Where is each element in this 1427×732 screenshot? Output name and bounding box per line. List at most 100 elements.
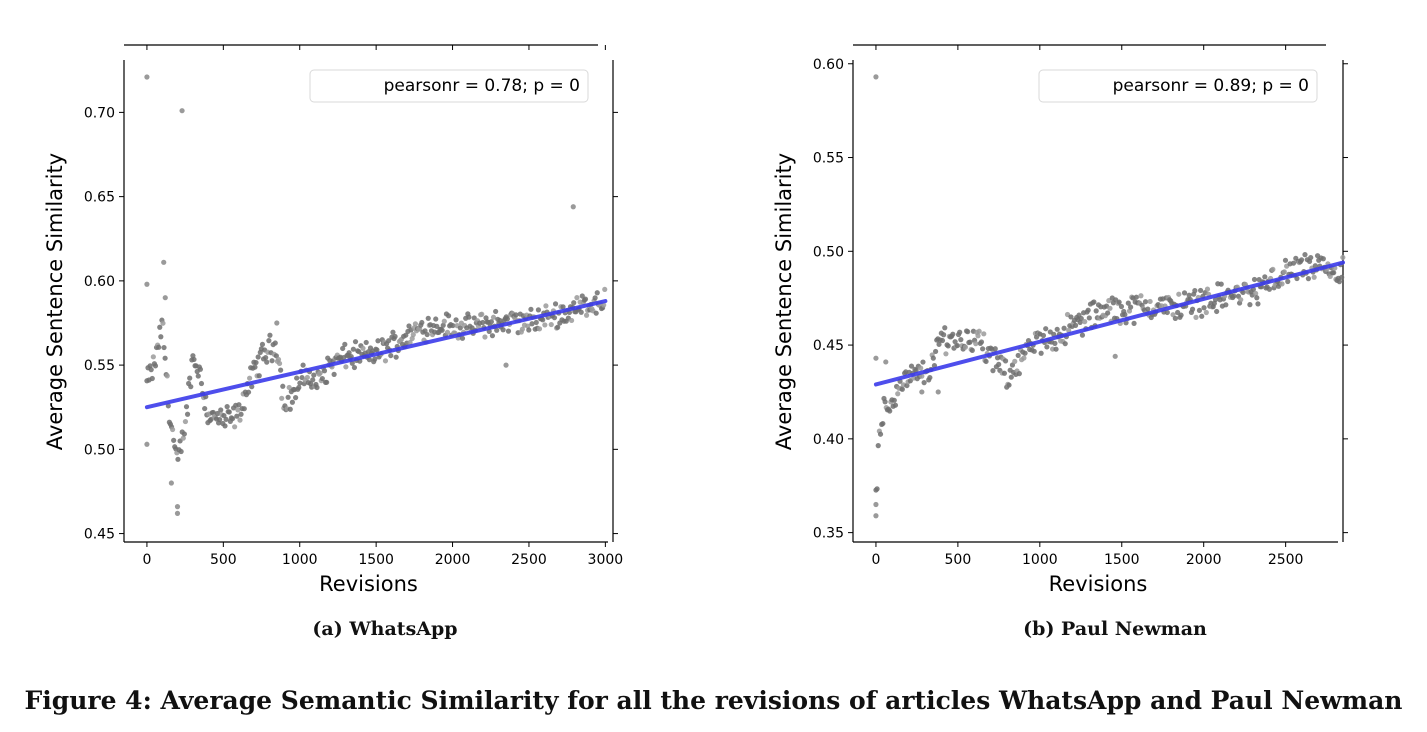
data-point bbox=[1197, 287, 1204, 294]
data-point bbox=[439, 327, 445, 333]
data-point bbox=[241, 406, 247, 412]
data-point bbox=[1203, 309, 1209, 316]
data-point bbox=[1062, 341, 1068, 347]
data-point bbox=[1266, 286, 1273, 292]
data-point bbox=[351, 364, 358, 371]
data-point bbox=[1125, 300, 1131, 306]
data-point bbox=[264, 359, 270, 365]
x-tick-label: 500 bbox=[945, 552, 972, 568]
data-point bbox=[433, 316, 439, 322]
x-tick-label: 2000 bbox=[1186, 552, 1222, 568]
data-point bbox=[1031, 348, 1037, 354]
data-point bbox=[973, 341, 979, 347]
data-point bbox=[880, 420, 886, 427]
data-point bbox=[382, 358, 389, 364]
data-point bbox=[930, 355, 936, 361]
data-point bbox=[533, 319, 539, 326]
data-point bbox=[978, 339, 985, 345]
data-point bbox=[1339, 274, 1345, 280]
data-point bbox=[175, 456, 181, 462]
data-point bbox=[366, 357, 373, 363]
legend-box bbox=[309, 69, 589, 103]
data-point bbox=[578, 309, 584, 315]
data-point bbox=[363, 339, 369, 346]
data-point bbox=[895, 391, 901, 397]
data-point bbox=[535, 307, 542, 313]
x-axis-label: Revisions bbox=[1049, 572, 1148, 596]
regression-line bbox=[144, 299, 608, 410]
y-tick-label: 0.60 bbox=[813, 57, 844, 73]
data-point bbox=[279, 395, 285, 401]
y-tick-label: 0.35 bbox=[813, 526, 844, 542]
data-point bbox=[552, 301, 559, 307]
data-point bbox=[504, 316, 511, 322]
data-point-outlier bbox=[873, 501, 879, 508]
data-point-outlier bbox=[883, 359, 889, 365]
data-point bbox=[197, 366, 204, 372]
data-point bbox=[1147, 298, 1153, 305]
data-point bbox=[278, 367, 284, 373]
data-point bbox=[952, 339, 958, 345]
data-point bbox=[540, 317, 546, 323]
data-point bbox=[1262, 274, 1268, 280]
data-point bbox=[954, 342, 960, 349]
y-tick-label: 0.55 bbox=[813, 151, 844, 167]
data-point bbox=[1231, 293, 1237, 299]
data-point bbox=[222, 423, 228, 429]
figure-canvas: 0.45 0.50 0.55 0.60 0.65 0.70 0 500 1000 1500 2000… bbox=[43, 44, 1348, 596]
x-tick-label: 1000 bbox=[1022, 552, 1058, 568]
chart-paul-newman: 0.35 0.40 0.45 0.50 0.55 0.60 0 500 1000 1500 2000… bbox=[772, 44, 1348, 596]
data-point bbox=[184, 411, 191, 417]
data-point bbox=[249, 384, 255, 390]
data-point bbox=[548, 321, 554, 328]
x-tick-label: 1000 bbox=[282, 552, 318, 568]
data-point bbox=[1192, 288, 1198, 294]
data-point bbox=[1238, 297, 1244, 303]
x-tick-label: 1500 bbox=[1104, 552, 1140, 568]
data-point bbox=[891, 397, 897, 403]
data-point bbox=[1015, 352, 1021, 359]
data-point bbox=[1204, 286, 1211, 292]
data-point bbox=[164, 373, 170, 379]
data-point bbox=[489, 333, 496, 339]
data-point bbox=[191, 356, 197, 363]
data-point bbox=[494, 327, 500, 333]
data-point bbox=[149, 375, 155, 382]
data-point bbox=[513, 312, 519, 318]
y-tick-label: 0.50 bbox=[813, 244, 844, 260]
data-point bbox=[450, 322, 456, 329]
data-point bbox=[226, 409, 232, 415]
data-point bbox=[182, 418, 189, 425]
data-point bbox=[393, 354, 399, 360]
x-tick-label: 0 bbox=[142, 552, 151, 568]
data-point bbox=[150, 354, 156, 360]
data-point bbox=[340, 345, 346, 352]
data-point bbox=[466, 314, 472, 320]
data-point bbox=[407, 339, 413, 346]
data-point bbox=[1308, 254, 1314, 261]
data-point bbox=[386, 338, 392, 344]
data-point bbox=[1189, 306, 1196, 312]
data-point bbox=[272, 340, 278, 346]
data-point bbox=[162, 355, 168, 361]
data-point bbox=[941, 332, 947, 338]
data-point bbox=[218, 407, 224, 413]
data-point bbox=[286, 384, 292, 391]
data-point bbox=[1082, 319, 1088, 325]
caption-paul-newman: (b) Paul Newman bbox=[1023, 618, 1207, 640]
data-point bbox=[1061, 325, 1067, 331]
data-point bbox=[419, 319, 425, 326]
data-point bbox=[528, 306, 534, 312]
data-point bbox=[293, 395, 299, 401]
data-point bbox=[352, 339, 359, 345]
data-point bbox=[962, 344, 969, 350]
x-tick-label: 2500 bbox=[511, 552, 547, 568]
data-point bbox=[256, 373, 262, 379]
data-point bbox=[156, 344, 162, 350]
data-point bbox=[406, 323, 412, 329]
data-point bbox=[1116, 299, 1122, 305]
data-point bbox=[1281, 269, 1287, 275]
data-point bbox=[1066, 327, 1072, 333]
data-point bbox=[579, 293, 585, 299]
data-point bbox=[181, 431, 187, 437]
